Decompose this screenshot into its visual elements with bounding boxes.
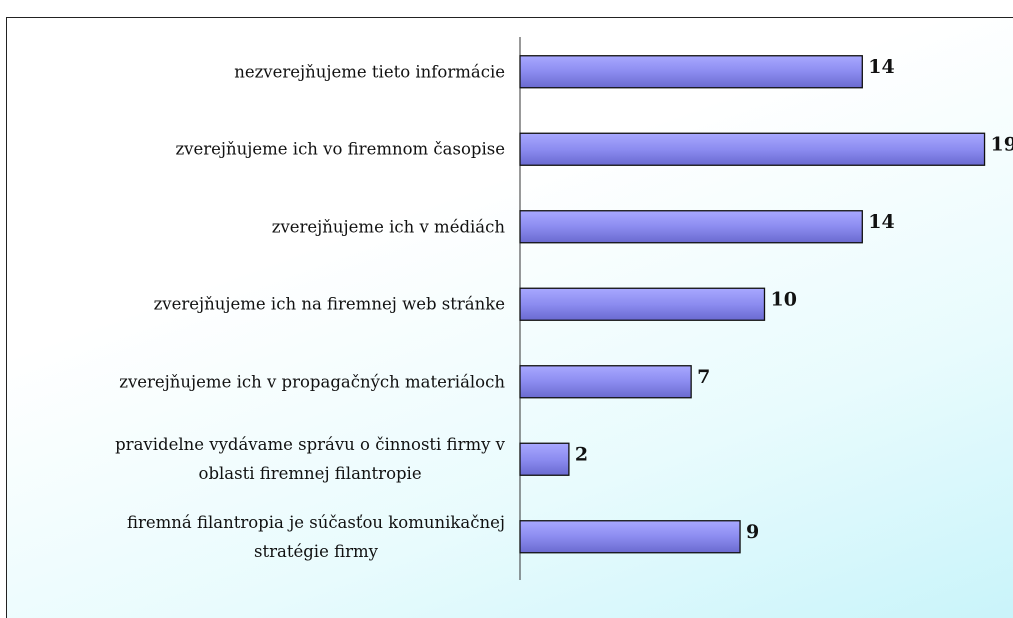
value-label: 14: [868, 211, 894, 233]
bar: [519, 55, 863, 89]
bar: [519, 287, 766, 321]
chart-frame: [6, 17, 1013, 618]
value-label: 9: [746, 521, 759, 543]
bar: [519, 132, 986, 166]
value-label: 7: [697, 366, 710, 388]
category-label: zverejňujeme ich na firemnej web stránke: [153, 294, 505, 314]
bar: [519, 520, 741, 554]
value-label: 10: [771, 288, 797, 310]
value-label: 2: [575, 443, 588, 465]
category-label: pravidelne vydávame správu o činnosti fi…: [115, 435, 505, 484]
category-label: zverejňujeme ich vo firemnom časopise: [175, 139, 505, 159]
category-label: zverejňujeme ich v propagačných materiál…: [119, 372, 505, 392]
bar: [519, 365, 692, 399]
bar: [519, 442, 570, 476]
value-label: 14: [868, 56, 894, 78]
category-label: zverejňujeme ich v médiách: [271, 217, 505, 237]
chart: 14 19 14 10 7 2 9: [519, 37, 1013, 580]
value-label: 19: [991, 133, 1013, 155]
category-label: firemná filantropia je súčasťou komunika…: [126, 512, 505, 561]
category-label: nezverejňujeme tieto informácie: [234, 62, 505, 82]
bar: [519, 210, 863, 244]
